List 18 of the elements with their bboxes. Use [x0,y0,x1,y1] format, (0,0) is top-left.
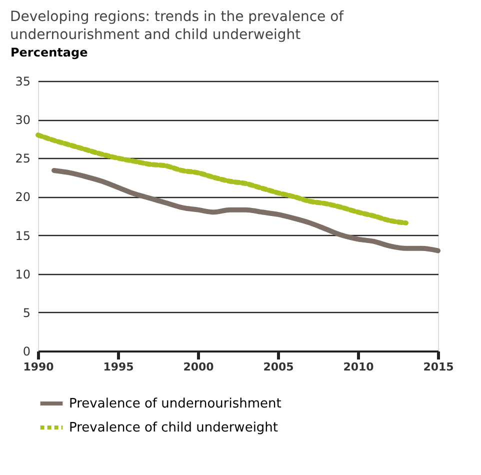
y-axis-title: Percentage [10,46,88,60]
x-tick-label: 2010 [343,360,374,374]
y-tick-label: 20 [15,190,30,204]
x-tick-label: 1995 [103,360,134,374]
y-tick-label: 5 [22,306,30,320]
y-tick-label: 10 [15,267,30,282]
y-tick-label: 30 [15,113,30,128]
x-tick-label: 1990 [23,360,54,374]
legend-label: Prevalence of undernourishment [69,396,282,412]
x-tick-label: 2015 [423,360,454,374]
legend-label: Prevalence of child underweight [69,420,278,436]
x-tick-label: 2005 [263,360,294,374]
x-tick-label: 2000 [183,360,214,374]
chart-title: Developing regions: trends in the prevalence of undernourishment and child underweight [10,9,345,43]
y-tick-label: 15 [15,228,30,243]
y-tick-label: 25 [15,152,30,166]
y-tick-label: 35 [15,74,30,88]
y-tick-label: 0 [22,344,30,358]
